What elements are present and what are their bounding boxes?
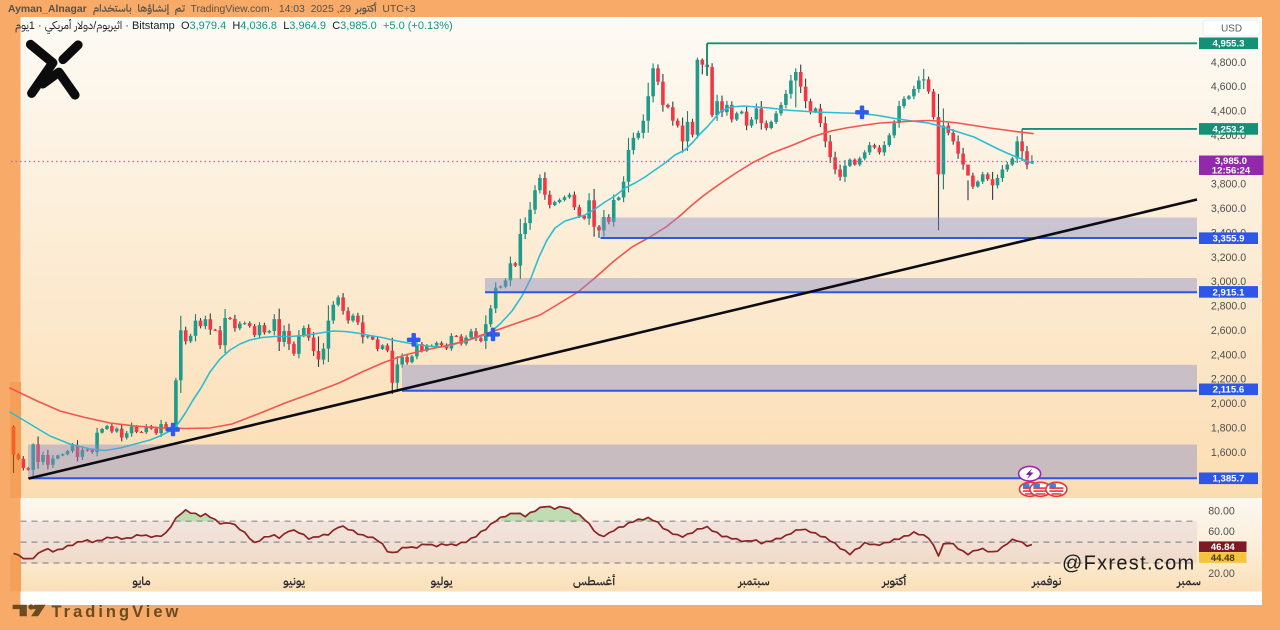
svg-text:H: H bbox=[232, 20, 240, 32]
svg-text:UTC+3: UTC+3 bbox=[377, 4, 416, 15]
svg-text:4,253.2: 4,253.2 bbox=[1212, 124, 1244, 135]
svg-text:3,200.0: 3,200.0 bbox=[1211, 252, 1246, 264]
svg-text:4,955.3: 4,955.3 bbox=[1212, 39, 1244, 50]
svg-text:2,115.6: 2,115.6 bbox=[1213, 385, 1244, 396]
svg-text:3,355.9: 3,355.9 bbox=[1212, 234, 1244, 245]
svg-text:3,979.4: 3,979.4 bbox=[190, 20, 227, 32]
svg-text:@Fxrest.com: @Fxrest.com bbox=[1062, 553, 1196, 575]
svg-text:20.00: 20.00 bbox=[1208, 568, 1235, 580]
svg-text:1,385.7: 1,385.7 bbox=[1212, 474, 1244, 485]
svg-text:3,985.0: 3,985.0 bbox=[1215, 156, 1247, 167]
svg-text:Ayman_Alnagar: Ayman_Alnagar bbox=[8, 4, 87, 15]
svg-text:3,600.0: 3,600.0 bbox=[1211, 203, 1246, 215]
svg-text:4,400.0: 4,400.0 bbox=[1211, 106, 1246, 118]
svg-text:3,964.9: 3,964.9 bbox=[289, 20, 326, 32]
svg-text:1,800.0: 1,800.0 bbox=[1211, 422, 1246, 434]
svg-text:L: L bbox=[283, 20, 289, 32]
svg-text:1: 1 bbox=[29, 20, 35, 32]
svg-text:44.48: 44.48 bbox=[1211, 553, 1236, 564]
svg-text:2,915.1: 2,915.1 bbox=[1212, 287, 1245, 298]
svg-text:2,000.0: 2,000.0 bbox=[1211, 398, 1246, 410]
svg-text:C: C bbox=[332, 20, 340, 32]
svg-text:1,600.0: 1,600.0 bbox=[1211, 447, 1246, 459]
svg-text:2,200.0: 2,200.0 bbox=[1211, 374, 1246, 386]
svg-text:3,985.0: 3,985.0 bbox=[340, 20, 377, 32]
svg-text:2,800.0: 2,800.0 bbox=[1211, 301, 1246, 313]
svg-text:2,400.0: 2,400.0 bbox=[1211, 349, 1246, 361]
svg-text:+5.0 (+0.13%): +5.0 (+0.13%) bbox=[383, 20, 453, 32]
svg-text:2,600.0: 2,600.0 bbox=[1211, 325, 1246, 337]
svg-text:·: · bbox=[35, 20, 45, 32]
svg-text:4,600.0: 4,600.0 bbox=[1211, 81, 1246, 93]
svg-text:O: O bbox=[181, 20, 190, 32]
svg-text:60.00: 60.00 bbox=[1208, 526, 1235, 538]
svg-text:46.84: 46.84 bbox=[1211, 542, 1236, 553]
svg-text:USD: USD bbox=[1221, 23, 1242, 34]
svg-text:TradingView.com· 14:03 2025: TradingView.com· 14:03 2025 ,29 bbox=[185, 4, 354, 15]
svg-text:4,800.0: 4,800.0 bbox=[1211, 57, 1246, 69]
svg-text:80.00: 80.00 bbox=[1208, 505, 1235, 517]
svg-text:3,800.0: 3,800.0 bbox=[1211, 179, 1246, 191]
svg-text:TradingView: TradingView bbox=[52, 603, 182, 621]
svg-text:· Bitstamp: · Bitstamp bbox=[122, 20, 181, 32]
svg-text:12:56:24: 12:56:24 bbox=[1212, 166, 1251, 177]
svg-text:3,000.0: 3,000.0 bbox=[1211, 276, 1246, 288]
svg-text:/: / bbox=[93, 20, 97, 32]
svg-text:4,036.8: 4,036.8 bbox=[240, 20, 277, 32]
